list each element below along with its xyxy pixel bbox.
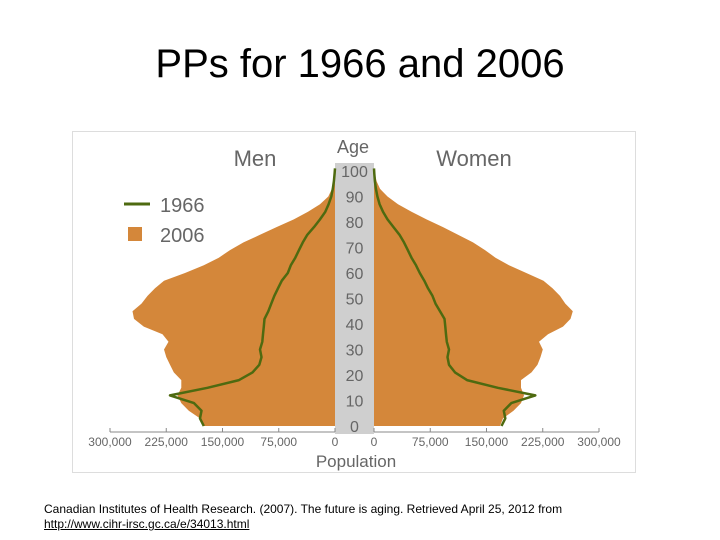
slide-title: PPs for 1966 and 2006	[155, 42, 565, 86]
age-tick-label: 70	[346, 241, 364, 258]
age-tick-label: 80	[346, 215, 364, 232]
men-x-tick-label: 300,000	[88, 435, 132, 449]
citation-text: Canadian Institutes of Health Research. …	[44, 502, 563, 516]
legend: 1966 2006	[124, 195, 205, 247]
women-panel-title: Women	[436, 146, 511, 171]
age-tick-label: 40	[346, 317, 364, 334]
men-x-tick-label: 225,000	[145, 435, 189, 449]
men-panel-title: Men	[234, 146, 277, 171]
line-layer	[168, 168, 537, 427]
age-tick-label: 20	[346, 368, 364, 385]
area-2006-women	[374, 168, 573, 426]
men-x-tick-label: 75,000	[260, 435, 297, 449]
women-x-tick-label: 75,000	[412, 435, 449, 449]
legend-1966-label: 1966	[160, 195, 205, 217]
age-axis-title: Age	[337, 137, 369, 157]
women-x-tick-label: 225,000	[521, 435, 565, 449]
legend-2006-swatch	[128, 227, 142, 241]
age-tick-label: 10	[346, 394, 364, 411]
men-x-tick-label: 0	[332, 435, 339, 449]
population-pyramid-chart: 100 90 80 70 60 50 40 30 20 10 0 300,000 225,000 150,…	[72, 131, 636, 473]
men-x-tick-label: 150,000	[201, 435, 245, 449]
women-x-tick-label: 300,000	[577, 435, 621, 449]
age-tick-label: 90	[346, 190, 364, 207]
age-tick-label: 60	[346, 266, 364, 283]
area-layer	[132, 168, 573, 426]
women-x-tick-label: 150,000	[465, 435, 509, 449]
age-axis-strip	[335, 163, 374, 434]
age-tick-label: 30	[346, 343, 364, 360]
population-axis-title: Population	[316, 452, 396, 471]
citation-link[interactable]: http://www.cihr-irsc.gc.ca/e/34013.html	[44, 517, 250, 531]
age-tick-label: 100	[341, 164, 368, 181]
line-1966-men	[168, 168, 337, 427]
line-1966-women	[372, 168, 537, 427]
age-tick-label: 0	[350, 419, 359, 436]
women-x-tick-label: 0	[371, 435, 378, 449]
age-tick-label: 50	[346, 292, 364, 309]
legend-2006-label: 2006	[160, 225, 205, 247]
area-2006-men	[132, 168, 335, 426]
citation: Canadian Institutes of Health Research. …	[44, 502, 684, 532]
